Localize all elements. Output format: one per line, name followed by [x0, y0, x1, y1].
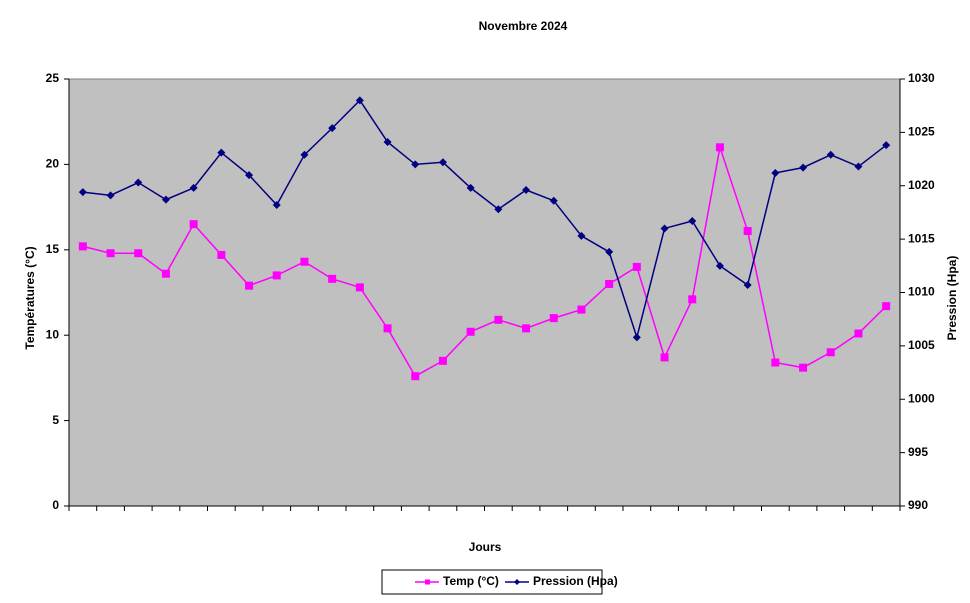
point [632, 262, 641, 271]
y2-tick-label: 1015 [908, 231, 935, 245]
y-tick-label: 20 [46, 157, 60, 171]
point [217, 250, 226, 259]
point [106, 249, 115, 258]
point [715, 261, 724, 270]
point [826, 348, 835, 357]
y-tick-label: 15 [46, 242, 60, 256]
point [411, 372, 420, 381]
y-axis-label: Températures (°C) [23, 246, 37, 349]
point [438, 158, 447, 167]
point [688, 216, 697, 225]
point [882, 302, 891, 311]
point [743, 281, 752, 290]
point [245, 281, 254, 290]
point [355, 283, 364, 292]
y-tick-label: 5 [52, 413, 59, 427]
point [383, 324, 392, 333]
point [771, 358, 780, 367]
point [522, 186, 531, 195]
point [217, 148, 226, 157]
point [78, 242, 87, 251]
point [466, 327, 475, 336]
y-tick-label: 25 [46, 71, 60, 85]
point [494, 315, 503, 324]
y2-tick-label: 1010 [908, 285, 935, 299]
y2-tick-label: 995 [908, 445, 928, 459]
y2-axis-label: Pression (Hpa) [945, 256, 959, 341]
point [854, 162, 863, 171]
y2-tick-label: 990 [908, 498, 928, 512]
point [660, 224, 669, 233]
point [189, 183, 198, 192]
point [882, 141, 891, 150]
point [300, 257, 309, 266]
point [466, 183, 475, 192]
point [577, 231, 586, 240]
point [328, 274, 337, 283]
point [605, 247, 614, 256]
y2-tick-label: 1025 [908, 125, 935, 139]
point [715, 143, 724, 152]
point [106, 191, 115, 200]
point [549, 314, 558, 323]
chart-title: Novembre 2024 [479, 19, 568, 33]
point [605, 279, 614, 288]
point [355, 96, 364, 105]
point [134, 178, 143, 187]
point [272, 271, 281, 280]
point [383, 137, 392, 146]
point [660, 353, 669, 362]
point [189, 220, 198, 229]
point [272, 200, 281, 209]
point [438, 356, 447, 365]
point [245, 171, 254, 180]
series-line [82, 147, 887, 378]
legend-label: Pression (Hpa) [533, 574, 618, 588]
point [300, 150, 309, 159]
plot-area [68, 78, 901, 507]
series-line [82, 99, 887, 341]
y2-tick-label: 1000 [908, 391, 935, 405]
y2-tick-label: 1030 [908, 71, 935, 85]
point [743, 227, 752, 236]
point [577, 305, 586, 314]
point [854, 329, 863, 338]
point [161, 269, 170, 278]
point [771, 168, 780, 177]
y2-tick-label: 1020 [908, 178, 935, 192]
point [411, 160, 420, 169]
point [799, 363, 808, 372]
point [494, 205, 503, 214]
point [522, 324, 531, 333]
x-axis-label: Jours [469, 540, 502, 554]
legend-label: Temp (°C) [443, 574, 499, 588]
point [134, 249, 143, 258]
y-tick-label: 10 [46, 327, 60, 341]
legend-marker [514, 579, 520, 585]
point [632, 333, 641, 342]
y2-tick-label: 1005 [908, 338, 935, 352]
point [799, 163, 808, 172]
point [549, 196, 558, 205]
point [688, 295, 697, 304]
legend-marker [425, 579, 430, 585]
point [328, 124, 337, 133]
point [826, 150, 835, 159]
y-tick-label: 0 [52, 498, 59, 512]
point [78, 188, 87, 197]
point [161, 195, 170, 204]
